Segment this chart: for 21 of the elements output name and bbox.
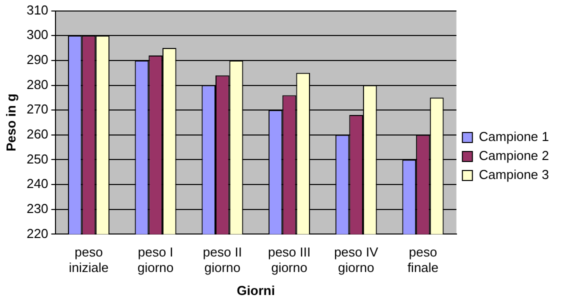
y-tick-label: 290 (26, 52, 48, 68)
y-tick-label: 270 (26, 102, 48, 117)
y-tick-label: 310 (26, 2, 48, 18)
legend-label: Campione 2 (478, 148, 550, 164)
x-axis-title: Giorni (236, 282, 275, 298)
y-tick-label: 230 (26, 200, 48, 216)
x-tick-label: peso I giorno (138, 244, 174, 276)
x-tick-label: peso finale (407, 244, 439, 276)
y-tick-label: 240 (26, 176, 48, 192)
y-tick-label: 260 (26, 126, 48, 142)
y-tick-label: 220 (26, 226, 48, 241)
x-tick-label: peso IV giorno (334, 244, 378, 276)
y-tick-label: 280 (26, 76, 48, 92)
y-axis-title: Peso in g (3, 94, 18, 152)
legend-label: Campione 3 (478, 167, 550, 182)
x-tick-label: peso III giorno (268, 244, 311, 276)
x-tick-label: peso II giorno (202, 244, 242, 276)
y-tick-label: 300 (26, 27, 48, 42)
x-tick-label: peso iniziale (68, 244, 109, 276)
y-tick-label: 250 (26, 151, 48, 166)
legend-label: Campione 1 (478, 129, 550, 144)
